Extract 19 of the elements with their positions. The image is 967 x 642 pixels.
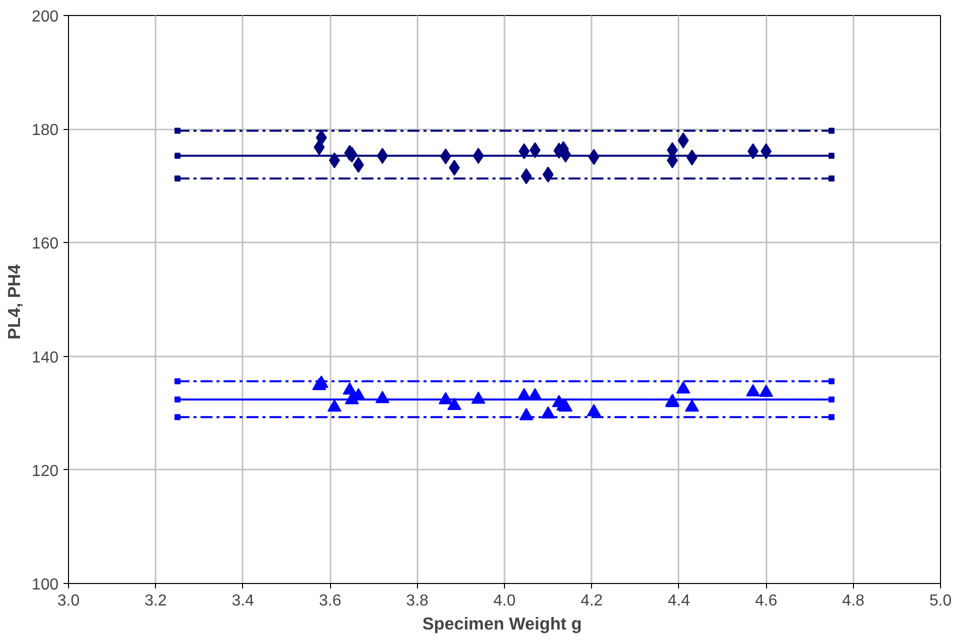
x-tick-label: 3.4 [232, 592, 254, 610]
x-tick-label: 4.4 [668, 592, 690, 610]
y-tick-label: 180 [32, 122, 59, 140]
y-tick-label: 120 [32, 462, 59, 480]
x-tick-label: 3.0 [57, 592, 80, 610]
x-tick-label: 3.6 [318, 592, 342, 610]
y-tick-label: 140 [32, 349, 59, 366]
y-tick-label: 200 [32, 8, 59, 26]
y-tick-label: 160 [32, 236, 59, 253]
x-tick-label: 4.8 [842, 592, 865, 610]
x-tick-label: 4.6 [754, 592, 778, 610]
y-axis-title: PL4, PH4 [4, 264, 24, 340]
x-tick-label: 3.8 [406, 592, 429, 610]
y-tick-label: 100 [32, 576, 59, 594]
x-tick-label: 4.0 [493, 592, 516, 610]
x-axis-title: Specimen Weight g [422, 614, 582, 634]
x-tick-label: 3.2 [144, 592, 167, 610]
x-tick-label: 5.0 [929, 592, 952, 610]
x-tick-label: 4.2 [580, 592, 603, 610]
